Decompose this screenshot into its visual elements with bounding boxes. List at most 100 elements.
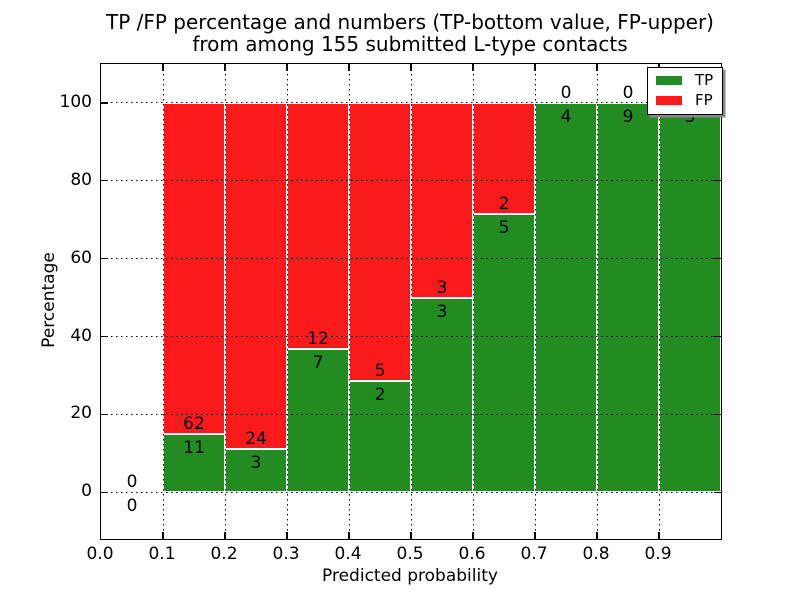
- fp-bar-segment: [411, 102, 473, 298]
- x-gridline: [472, 64, 474, 539]
- x-tick-label: 0.0: [86, 544, 114, 564]
- y-tick-left: [101, 335, 108, 338]
- x-gridline: [224, 64, 226, 539]
- tp-count-label: 11: [183, 437, 205, 458]
- chart-title-line2: from among 155 submitted L-type contacts: [192, 32, 628, 56]
- x-tick-label: 0.9: [644, 544, 672, 564]
- plot-area: TP FP 006211243127523325040903: [100, 63, 724, 540]
- x-tick-bottom: [596, 532, 598, 539]
- x-tick-top: [162, 64, 164, 71]
- x-tick-top: [224, 64, 226, 71]
- x-tick-bottom: [534, 532, 536, 539]
- y-tick-left: [101, 180, 108, 182]
- x-tick-label: 0.4: [334, 544, 362, 564]
- y-tick-right: [714, 413, 721, 416]
- chart-title-line1: TP /FP percentage and numbers (TP-bottom…: [106, 10, 714, 34]
- fp-count-label: 3: [436, 277, 448, 298]
- tp-count-label: 7: [312, 352, 324, 373]
- tp-count-label: 0: [126, 496, 138, 517]
- x-gridline: [162, 64, 164, 539]
- x-tick-top: [348, 64, 350, 71]
- y-tick-right: [714, 335, 721, 338]
- tp-count-label: 3: [436, 301, 448, 322]
- x-axis-label: Predicted probability: [322, 566, 498, 586]
- tp-bar-segment: [225, 449, 287, 493]
- x-tick-top: [596, 64, 598, 71]
- tp-count-label: 3: [250, 453, 262, 474]
- fp-legend-swatch: [656, 96, 682, 105]
- tp-bar-segment: [473, 214, 535, 493]
- tp-bar-segment: [349, 381, 411, 493]
- tp-count-label: 2: [374, 385, 386, 406]
- legend: TP FP: [647, 67, 724, 115]
- y-tick-left: [101, 491, 108, 493]
- fp-count-label: 5: [374, 361, 386, 382]
- tp-bar-segment: [535, 102, 597, 493]
- tp-count-label: 5: [498, 218, 510, 239]
- y-tick-left: [101, 102, 108, 104]
- tp-bar-segment: [287, 348, 349, 493]
- tp-bar-segment: [163, 433, 225, 493]
- fp-count-label: 0: [622, 82, 634, 103]
- x-gridline: [596, 64, 598, 539]
- x-gridline: [410, 64, 412, 539]
- tp-bar-segment: [411, 297, 473, 493]
- x-tick-label: 0.3: [272, 544, 300, 564]
- tp-count-label: 4: [560, 106, 572, 127]
- fp-count-label: 2: [498, 194, 510, 215]
- fp-count-label: 12: [307, 328, 329, 349]
- fp-bar-segment: [349, 102, 411, 382]
- x-gridline: [286, 64, 288, 539]
- tp-count-label: 3: [684, 106, 696, 127]
- y-tick-label: 20: [70, 403, 92, 424]
- x-tick-bottom: [472, 532, 474, 539]
- x-tick-label: 0.6: [458, 544, 486, 564]
- y-tick-label: 40: [70, 325, 92, 346]
- x-tick-bottom: [658, 532, 660, 539]
- y-tick-label: 80: [70, 169, 92, 190]
- legend-item-fp: FP: [656, 93, 713, 108]
- fp-legend-label: FP: [695, 91, 713, 109]
- tp-legend-swatch: [656, 76, 682, 85]
- y-tick-left: [101, 413, 108, 416]
- fp-count-label: 0: [560, 82, 572, 103]
- legend-item-tp: TP: [656, 73, 713, 88]
- fp-count-label: 24: [245, 429, 267, 450]
- x-tick-label: 0.2: [210, 544, 238, 564]
- x-tick-label: 0.7: [520, 544, 548, 564]
- x-tick-bottom: [410, 532, 412, 539]
- chart-title: TP /FP percentage and numbers (TP-bottom…: [100, 11, 720, 55]
- tp-bar-segment: [597, 102, 659, 493]
- x-tick-top: [472, 64, 474, 71]
- fp-bar-segment: [163, 102, 225, 434]
- x-gridline: [534, 64, 536, 539]
- y-tick-right: [714, 180, 721, 182]
- x-tick-top: [534, 64, 536, 71]
- fp-count-label: 0: [126, 472, 138, 493]
- tp-bar-segment: [659, 102, 721, 493]
- tp-count-label: 9: [622, 106, 634, 127]
- fp-count-label: 62: [183, 413, 205, 434]
- x-gridline: [658, 64, 660, 539]
- fp-bar-segment: [287, 102, 349, 349]
- x-tick-top: [286, 64, 288, 71]
- y-tick-label: 100: [59, 91, 92, 112]
- x-tick-bottom: [286, 532, 288, 539]
- x-tick-label: 0.1: [148, 544, 176, 564]
- x-tick-bottom: [224, 532, 226, 539]
- y-tick-label: 60: [70, 247, 92, 268]
- y-tick-right: [714, 491, 721, 493]
- x-tick-label: 0.8: [582, 544, 610, 564]
- x-gridline: [348, 64, 350, 539]
- tp-legend-label: TP: [695, 71, 714, 89]
- x-tick-label: 0.5: [396, 544, 424, 564]
- y-tick-label: 0: [81, 481, 92, 502]
- x-tick-bottom: [348, 532, 350, 539]
- fp-bar-segment: [225, 102, 287, 449]
- fp-bar-segment: [473, 102, 535, 215]
- x-tick-top: [410, 64, 412, 71]
- y-tick-right: [714, 257, 721, 260]
- y-tick-left: [101, 257, 108, 260]
- x-tick-bottom: [162, 532, 164, 539]
